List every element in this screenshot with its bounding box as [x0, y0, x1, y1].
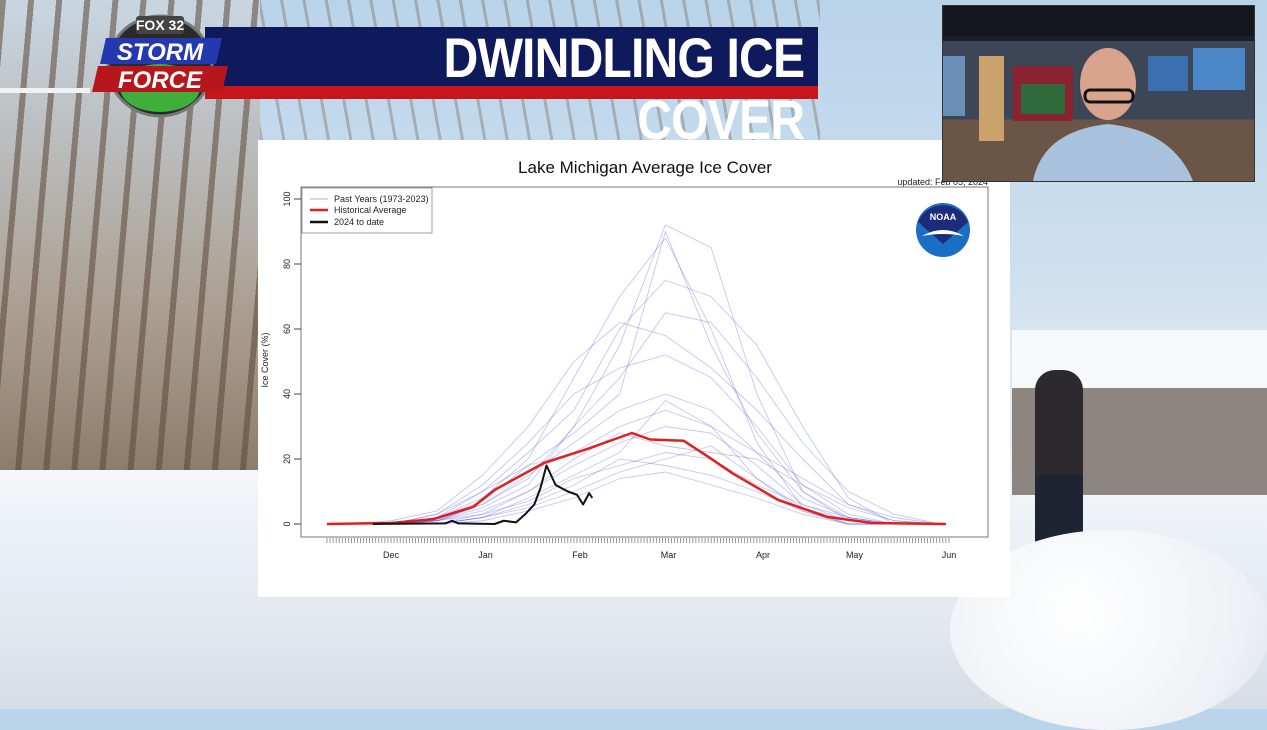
legend-past-years: Past Years (1973-2023)	[334, 194, 429, 204]
chart-panel: Lake Michigan Average Ice Cover updated:…	[258, 140, 1010, 597]
y-tick-label: 80	[282, 259, 292, 269]
y-tick-label: 40	[282, 389, 292, 399]
past-year-line	[345, 224, 940, 525]
x-tick-label-feb: Feb	[572, 550, 588, 560]
past-year-line	[345, 458, 940, 525]
noaa-logo: NOAA	[916, 203, 970, 257]
x-tick-label-jun: Jun	[942, 550, 957, 560]
logo-storm: STORM	[117, 39, 204, 66]
past-year-line	[345, 471, 940, 525]
past-year-line	[345, 279, 940, 525]
y-axis-label: Ice Cover (%)	[260, 332, 270, 387]
x-tick-label-mar: Mar	[661, 550, 677, 560]
chart-title: Lake Michigan Average Ice Cover	[518, 158, 772, 177]
past-year-line	[345, 452, 940, 525]
past-year-line	[345, 230, 940, 525]
past-year-line	[345, 432, 940, 525]
presenter-video	[943, 6, 1254, 181]
banner-accent-line	[0, 88, 90, 93]
past-year-line	[345, 445, 940, 525]
y-tick-label: 0	[282, 521, 292, 526]
past-year-line	[345, 354, 940, 525]
ice-cover-chart: Lake Michigan Average Ice Cover updated:…	[260, 158, 989, 560]
y-tick-label: 100	[282, 191, 292, 206]
legend-2024: 2024 to date	[334, 217, 384, 227]
updated-date: updated: Feb 05, 2024	[897, 177, 988, 187]
past-year-line	[345, 322, 940, 525]
headline-banner-stripe	[205, 86, 818, 99]
legend: Past Years (1973-2023) Historical Averag…	[301, 187, 433, 234]
logo-force: FORCE	[118, 67, 203, 94]
logo-station: FOX 32	[136, 17, 184, 33]
past-year-line	[345, 312, 940, 525]
headline-title: DWINDLING ICE COVER	[443, 26, 806, 151]
x-tick-label-apr: Apr	[756, 550, 770, 560]
plot-frame	[300, 186, 989, 538]
storm-force-logo: FOX 32 STORM FORCE	[92, 14, 228, 118]
x-tick-label-may: May	[846, 550, 864, 560]
noaa-logo-text: NOAA	[930, 212, 957, 222]
past-year-line	[345, 237, 940, 525]
current-year-line	[372, 464, 594, 525]
legend-historical-average: Historical Average	[334, 205, 406, 215]
past-year-line	[345, 409, 940, 525]
x-tick-label-dec: Dec	[383, 550, 400, 560]
presenter-webcam	[942, 5, 1255, 182]
y-tick-label: 20	[282, 454, 292, 464]
background-skater	[1035, 370, 1083, 560]
historical-average-line	[326, 431, 946, 526]
x-tick-label-jan: Jan	[478, 550, 493, 560]
past-year-line	[345, 393, 940, 525]
y-tick-label: 60	[282, 324, 292, 334]
